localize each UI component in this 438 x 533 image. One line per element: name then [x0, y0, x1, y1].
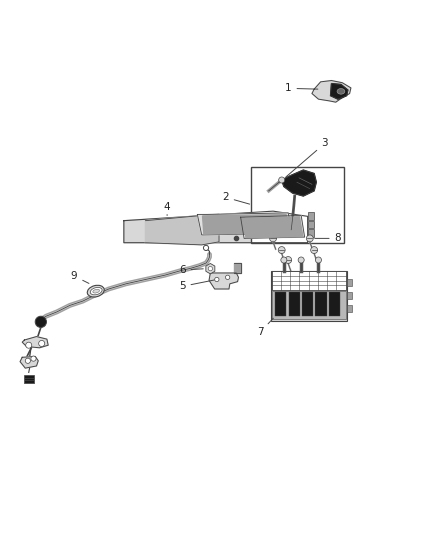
Circle shape: [208, 266, 212, 271]
Bar: [315, 293, 327, 316]
Polygon shape: [240, 215, 304, 238]
Circle shape: [26, 342, 32, 348]
Bar: [307, 221, 314, 229]
Bar: [307, 212, 314, 220]
Polygon shape: [245, 217, 303, 238]
Polygon shape: [202, 215, 290, 234]
Text: 6: 6: [179, 265, 203, 275]
Bar: [302, 293, 313, 316]
Polygon shape: [331, 84, 348, 99]
Text: 1: 1: [285, 83, 318, 93]
Bar: [251, 167, 344, 243]
Polygon shape: [234, 263, 240, 273]
Text: 8: 8: [315, 233, 341, 244]
Circle shape: [285, 256, 292, 263]
Ellipse shape: [90, 287, 102, 295]
Bar: [271, 271, 346, 320]
Bar: [329, 293, 340, 316]
Polygon shape: [312, 80, 351, 102]
Circle shape: [278, 247, 285, 254]
Bar: [272, 291, 346, 319]
Polygon shape: [22, 336, 48, 348]
Bar: [307, 229, 314, 237]
Polygon shape: [282, 170, 316, 196]
Circle shape: [298, 257, 304, 263]
Bar: [272, 271, 346, 290]
Ellipse shape: [337, 88, 345, 94]
Circle shape: [25, 358, 31, 364]
Polygon shape: [209, 273, 238, 289]
Bar: [275, 293, 286, 316]
Circle shape: [281, 257, 287, 263]
Circle shape: [270, 235, 276, 242]
Circle shape: [279, 177, 285, 183]
Text: 7: 7: [257, 318, 273, 337]
Ellipse shape: [87, 285, 104, 297]
Circle shape: [31, 356, 36, 361]
Circle shape: [311, 247, 318, 254]
Text: 3: 3: [286, 138, 328, 177]
Polygon shape: [20, 357, 38, 368]
Text: 4: 4: [164, 202, 170, 215]
Circle shape: [226, 275, 230, 279]
Polygon shape: [124, 211, 307, 243]
Bar: [24, 375, 34, 383]
Polygon shape: [145, 214, 219, 245]
Circle shape: [35, 316, 46, 327]
Text: 2: 2: [222, 192, 250, 204]
Ellipse shape: [93, 289, 99, 293]
Text: 9: 9: [71, 271, 89, 284]
Circle shape: [203, 245, 208, 251]
Circle shape: [39, 341, 45, 346]
Circle shape: [215, 277, 219, 281]
Bar: [289, 293, 300, 316]
Text: 5: 5: [179, 280, 214, 292]
Circle shape: [315, 257, 321, 263]
Bar: [346, 293, 352, 299]
Polygon shape: [198, 213, 293, 235]
Bar: [346, 305, 352, 312]
Circle shape: [306, 235, 313, 242]
Bar: [346, 279, 352, 286]
